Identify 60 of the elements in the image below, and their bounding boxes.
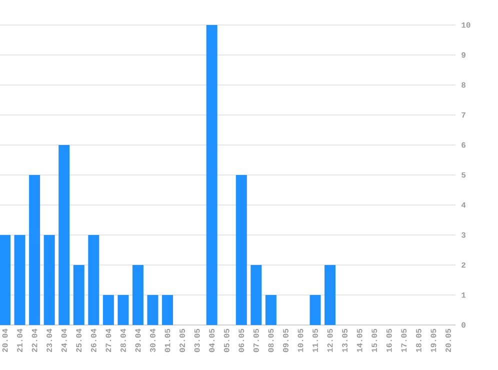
bar [102, 295, 114, 325]
x-tick-label: 01.05 [164, 328, 170, 352]
y-tick-label: 9 [462, 52, 466, 58]
x-tick-label: 19.05 [430, 328, 436, 352]
x-tick-label: 30.04 [150, 328, 156, 352]
x-tick-label: 25.04 [76, 328, 82, 352]
bar [324, 265, 336, 325]
x-tick-label: 11.05 [312, 328, 318, 352]
x-tick-label: 15.05 [372, 328, 378, 352]
x-tick-label: 08.05 [268, 328, 274, 352]
x-tick-label: 12.05 [327, 328, 333, 352]
x-tick-label: 22.04 [32, 328, 38, 352]
x-tick-label: 23.04 [46, 328, 52, 352]
y-tick-label: 10 [462, 22, 470, 28]
y-tick-label: 2 [462, 262, 466, 268]
bar [14, 235, 26, 325]
bar [250, 265, 262, 325]
x-tick-label: 14.05 [356, 328, 362, 352]
x-tick-label: 24.04 [61, 328, 67, 352]
x-tick-label: 13.05 [342, 328, 348, 352]
x-tick-label: 20.04 [2, 328, 8, 352]
bar [162, 295, 174, 325]
x-tick-label: 18.05 [416, 328, 422, 352]
y-tick-label: 8 [462, 82, 466, 88]
x-tick-label: 21.04 [17, 328, 22, 352]
x-tick-label: 10.05 [298, 328, 304, 352]
x-tick-label: 17.05 [401, 328, 407, 352]
bar [29, 175, 40, 325]
x-tick-label: 09.05 [282, 328, 288, 352]
x-tick-label: 26.04 [90, 328, 96, 352]
bar [206, 24, 218, 325]
bar [44, 235, 55, 325]
x-tick-label: 27.04 [106, 328, 112, 352]
y-tick-label: 7 [462, 112, 466, 118]
y-tick-label: 4 [461, 202, 466, 208]
x-tick-label: 16.05 [386, 328, 392, 352]
x-tick-label: 07.05 [253, 328, 259, 352]
bar [0, 235, 10, 325]
x-tick-label: 20.05 [446, 328, 451, 352]
bar [73, 265, 84, 325]
bar [88, 235, 100, 325]
y-tick-label: 1 [462, 292, 466, 298]
x-tick-label: 28.04 [120, 328, 126, 352]
x-tick-label: 03.05 [194, 328, 200, 352]
bar [132, 265, 144, 325]
y-tick-label: 0 [462, 322, 466, 328]
x-tick-label: 06.05 [238, 328, 244, 352]
x-tick-label: 29.04 [135, 328, 141, 352]
bar [118, 295, 129, 325]
y-tick-label: 3 [461, 232, 466, 238]
x-tick-label: 04.05 [209, 328, 215, 352]
bar [58, 144, 70, 325]
x-tick-label: 02.05 [180, 328, 186, 352]
y-tick-label: 6 [462, 142, 466, 148]
bar [236, 175, 247, 325]
bar [147, 295, 158, 325]
bar [310, 295, 321, 325]
x-tick-label: 05.05 [224, 328, 230, 352]
bar [265, 295, 276, 325]
y-tick-label: 5 [462, 172, 466, 178]
